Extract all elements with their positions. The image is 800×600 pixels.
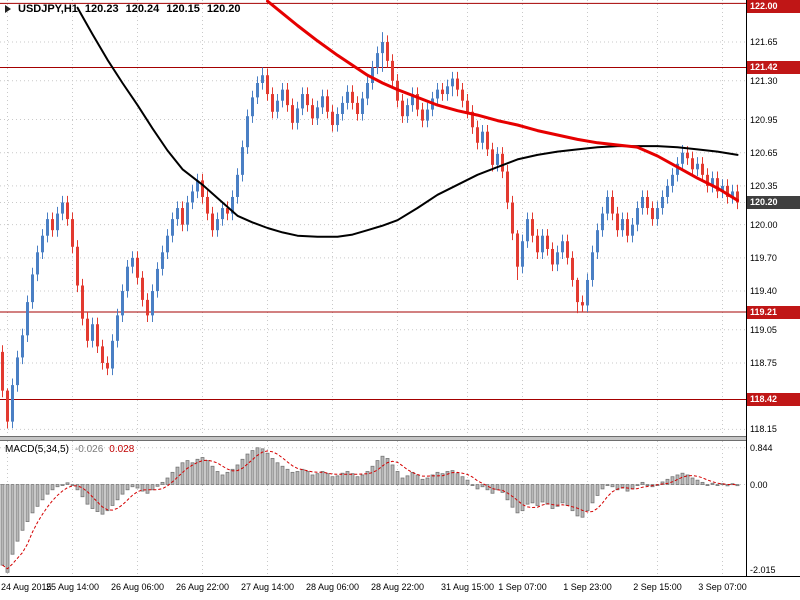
symbol-timeframe-label: USDJPY,H1: [18, 3, 78, 15]
time-label: 26 Aug 22:00: [175, 582, 230, 592]
macd-indicator-label: MACD(5,34,5) -0.026 0.028: [5, 444, 134, 455]
panel-separator[interactable]: [0, 436, 800, 441]
price-tick-label: 120.35: [750, 180, 778, 191]
macd-tick-label: 0.844: [750, 442, 773, 453]
price-tick-label: 118.15: [750, 424, 777, 435]
current-price-badge: 120.20: [747, 196, 800, 209]
macd-chart-canvas[interactable]: [0, 441, 746, 576]
price-tick-label: 120.95: [750, 114, 778, 125]
quote-high: 120.24: [125, 3, 160, 15]
price-tick-label: 121.30: [750, 75, 778, 86]
time-label: 28 Aug 06:00: [305, 582, 360, 592]
time-axis[interactable]: 24 Aug 2015 25 Aug 14:00 26 Aug 06:00 26 Au…: [0, 576, 800, 600]
price-level-badge: 122.00: [747, 0, 800, 13]
macd-signal-value: 0.028: [109, 444, 135, 455]
price-level-badge: 119.21: [747, 305, 800, 319]
time-label: 3 Sep 07:00: [698, 582, 747, 592]
price-chart-canvas[interactable]: [0, 0, 746, 436]
price-tick-label: 119.40: [750, 286, 777, 297]
quote-open: 120.23: [84, 3, 119, 15]
ma-black-line: [76, 6, 739, 238]
price-tick-label: 120.65: [750, 147, 778, 158]
vertical-gridlines: [7, 441, 723, 576]
ma-red-line: [266, 0, 739, 202]
price-tick-label: 120.00: [750, 219, 778, 230]
macd-tick-label: 0.00: [750, 479, 768, 490]
time-label: 2 Sep 15:00: [633, 582, 682, 592]
time-label: 1 Sep 23:00: [563, 582, 612, 592]
price-tick-label: 118.75: [750, 357, 777, 368]
time-label: 27 Aug 14:00: [240, 582, 295, 592]
time-label: 31 Aug 15:00: [440, 582, 495, 592]
chart-title: USDJPY,H1 120.23 120.24 120.15 120.20: [5, 3, 241, 15]
price-level-badge: 118.42: [747, 392, 800, 406]
macd-histogram: [0, 447, 740, 573]
quote-low: 120.15: [166, 3, 200, 15]
horizontal-gridlines: [0, 41, 746, 430]
price-tick-label: 121.65: [750, 37, 778, 48]
macd-tick-label: -2.015: [750, 565, 776, 575]
time-label: 1 Sep 07:00: [498, 582, 547, 592]
time-label: 28 Aug 22:00: [370, 582, 425, 592]
macd-signal-line: [2, 450, 738, 570]
time-label: 25 Aug 14:00: [45, 582, 100, 592]
price-axis[interactable]: 121.65 121.30 120.95 120.65 120.35 120.00 119.…: [746, 0, 800, 576]
time-label: 26 Aug 06:00: [110, 582, 165, 592]
vertical-gridlines: [7, 0, 723, 436]
price-tick-label: 119.05: [750, 324, 777, 335]
macd-name: MACD(5,34,5): [5, 444, 69, 455]
title-arrow-icon: [5, 5, 11, 13]
macd-main-value: -0.026: [74, 444, 104, 455]
quote-close: 120.20: [206, 3, 241, 15]
candles-group: [1, 32, 739, 429]
time-label: 24 Aug 2015: [1, 582, 52, 592]
price-tick-label: 119.70: [750, 252, 777, 263]
price-level-badge: 121.42: [747, 61, 800, 74]
